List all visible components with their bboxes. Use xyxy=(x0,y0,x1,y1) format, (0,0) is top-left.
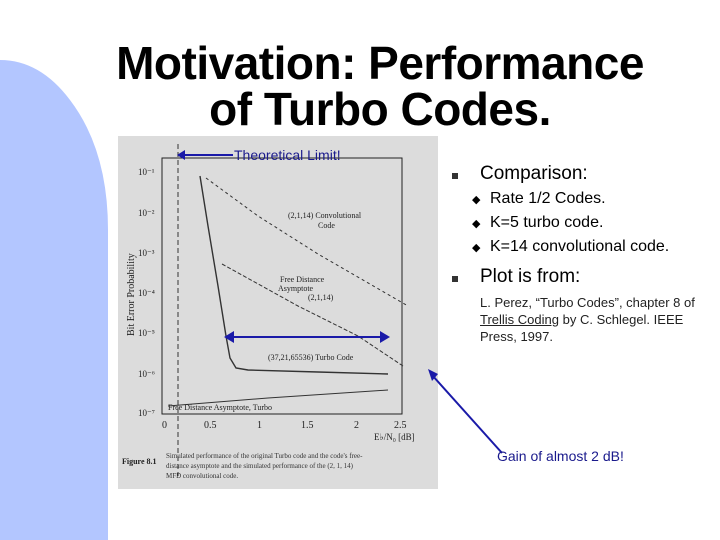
free-distance-label-2: Asymptote xyxy=(278,284,314,293)
x-tick-label: 2 xyxy=(354,420,359,431)
caption-line-1: Simulated performance of the original Tu… xyxy=(166,452,363,460)
free-distance-curve xyxy=(221,263,404,367)
conv-code-label-2: Code xyxy=(318,221,335,230)
title-line-2: of Turbo Codes. xyxy=(209,83,551,135)
x-tick-label: 0.5 xyxy=(204,420,217,431)
convolutional-curve xyxy=(205,177,409,307)
x-axis-label: E♭/N₀ [dB] xyxy=(374,432,415,442)
bullet-square-icon xyxy=(452,276,458,282)
free-distance-label: Free Distance xyxy=(280,275,325,284)
slide-title: Motivation: Performance of Turbo Codes. xyxy=(60,40,700,132)
x-tick-label: 2.5 xyxy=(394,420,407,431)
comparison-item: Rate 1/2 Codes. xyxy=(490,190,606,207)
sidebar-decoration xyxy=(0,60,108,540)
title-line-1: Motivation: Performance xyxy=(116,37,644,89)
diamond-bullet-icon: ◆ xyxy=(472,218,481,230)
y-tick-label: 10⁻⁴ xyxy=(138,288,155,298)
gain-arrows xyxy=(224,331,503,454)
x-tick-label: 0 xyxy=(162,420,167,431)
turbo-code-label: (37,21,65536) Turbo Code xyxy=(268,353,354,362)
theoretical-limit-arrow xyxy=(177,150,233,160)
y-tick-label: 10⁻⁵ xyxy=(138,328,155,338)
plot-frame xyxy=(161,157,403,415)
comparison-heading: Comparison: xyxy=(480,163,588,184)
reference-part-1: L. Perez, “Turbo Codes”, chapter 8 of xyxy=(480,295,695,310)
x-tick-label: 1 xyxy=(257,420,262,431)
turbo-free-label: Free Distance Asymptote, Turbo xyxy=(168,403,272,412)
theoretical-limit-label: Theoretical Limit! xyxy=(234,147,341,163)
turbo-free-distance-curve xyxy=(167,389,389,407)
y-tick-label: 10⁻⁷ xyxy=(138,408,155,418)
figure-ber-plot: 10⁻¹ 10⁻² 10⁻³ 10⁻⁴ 10⁻⁵ 10⁻⁶ 10⁻⁷ Bit E… xyxy=(118,136,438,489)
caption-line-2: distance asymptote and the simulated per… xyxy=(166,462,354,470)
plot-from-heading: Plot is from: xyxy=(480,266,581,287)
caption-head: Figure 8.1 xyxy=(122,457,157,466)
diamond-bullet-icon: ◆ xyxy=(472,194,481,206)
free-distance-label-3: (2,1,14) xyxy=(308,293,334,302)
reference-book-link[interactable]: Trellis Coding xyxy=(480,312,559,327)
comparison-item: K=14 convolutional code. xyxy=(490,238,670,255)
y-axis-label: Bit Error Probability xyxy=(126,253,137,336)
reference-text: L. Perez, “Turbo Codes”, chapter 8 of Tr… xyxy=(480,294,720,345)
y-tick-label: 10⁻¹ xyxy=(138,167,155,177)
x-tick-label: 1.5 xyxy=(301,420,314,431)
bullet-square-icon xyxy=(452,173,458,179)
y-tick-label: 10⁻⁶ xyxy=(138,369,155,379)
reference-part-2: by C. Schlegel. IEEE Press, 1997. xyxy=(480,312,684,344)
conv-code-label: (2,1,14) Convolutional xyxy=(288,211,362,220)
y-tick-label: 10⁻² xyxy=(138,208,155,218)
caption-line-3: MFD convolutional code. xyxy=(166,472,238,480)
gain-label: Gain of almost 2 dB! xyxy=(497,448,624,464)
turbo-curve xyxy=(199,175,389,375)
diamond-bullet-icon: ◆ xyxy=(472,242,481,254)
comparison-item: K=5 turbo code. xyxy=(490,214,604,231)
y-tick-label: 10⁻³ xyxy=(138,248,155,258)
